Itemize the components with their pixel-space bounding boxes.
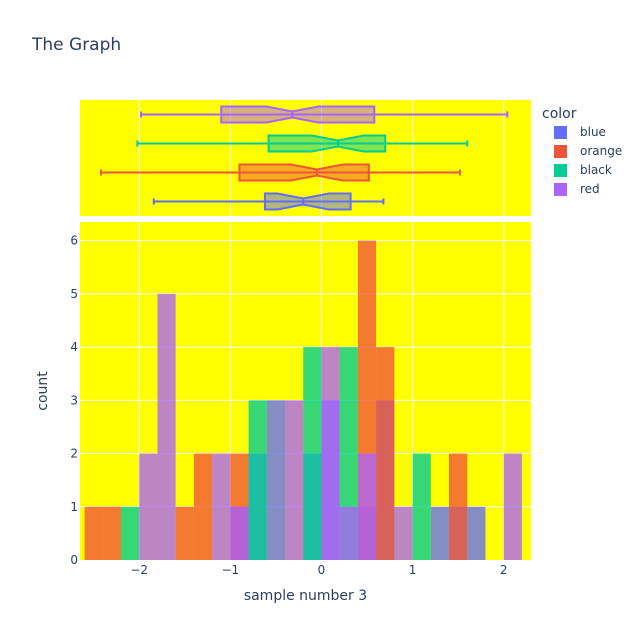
legend-item-orange[interactable]: orange (554, 144, 622, 158)
box-plot-blue[interactable] (152, 192, 385, 211)
legend-title: color (542, 106, 577, 122)
y-tick-label: 6 (70, 234, 78, 248)
x-tick-label: 0 (318, 563, 326, 577)
histogram-bar[interactable] (193, 453, 213, 560)
legend-swatch (554, 164, 567, 177)
legend-swatch (554, 183, 567, 196)
x-tick-label: −1 (221, 563, 239, 577)
histogram-bar[interactable] (212, 453, 231, 560)
bar-series-red (139, 293, 522, 560)
legend-label: black (580, 163, 612, 177)
histogram-bar[interactable] (248, 400, 267, 560)
histogram-bar[interactable] (102, 506, 121, 560)
y-tick-label: 3 (70, 393, 78, 407)
legend-item-black[interactable]: black (554, 163, 612, 177)
legend-item-red[interactable]: red (554, 182, 600, 196)
histogram-bar[interactable] (376, 347, 395, 560)
y-axis-title: count (35, 371, 51, 411)
histogram-bar[interactable] (175, 506, 194, 560)
histogram-bar[interactable] (157, 293, 176, 560)
histogram-bar[interactable] (430, 506, 449, 560)
legend-items[interactable]: blue orange black red (554, 125, 622, 196)
histogram-bar[interactable] (357, 453, 377, 560)
x-tick-label: 1 (409, 563, 417, 577)
legend-label: red (580, 182, 600, 196)
y-axis-ticks: 0 1 2 3 4 5 6 (70, 234, 78, 567)
x-axis-ticks: −2 −1 0 1 2 (130, 563, 507, 577)
bar-series-black (121, 347, 431, 560)
legend[interactable]: color blue orange black red (542, 106, 622, 196)
histogram-bar[interactable] (285, 400, 304, 560)
histogram-bar[interactable] (121, 506, 140, 560)
box-plot-orange[interactable] (99, 163, 461, 182)
histogram-bar[interactable] (503, 453, 522, 560)
box-body (220, 105, 376, 124)
y-tick-label: 2 (70, 447, 78, 461)
box-body (263, 192, 352, 211)
legend-label: orange (580, 144, 622, 158)
y-tick-label: 1 (70, 500, 78, 514)
box-plot-black[interactable] (136, 134, 469, 153)
x-tick-label: −2 (130, 563, 148, 577)
y-tick-label: 5 (70, 287, 78, 301)
x-axis-title: sample number 3 (244, 588, 367, 604)
box-body (238, 163, 370, 182)
histogram-bar[interactable] (467, 506, 486, 560)
histogram-bar[interactable] (139, 453, 158, 560)
histogram-bar[interactable] (230, 506, 249, 560)
bar-series-orange (84, 240, 468, 560)
legend-swatch (554, 126, 567, 139)
histogram-bar[interactable] (84, 506, 103, 560)
histogram-bar[interactable] (449, 453, 468, 560)
y-tick-label: 0 (70, 553, 78, 567)
histogram-bar[interactable] (339, 506, 358, 560)
chart-title: The Graph (31, 35, 121, 55)
histogram-bar[interactable] (412, 453, 431, 560)
histogram-bar[interactable] (321, 347, 340, 560)
y-tick-label: 4 (70, 340, 78, 354)
histogram-bar[interactable] (303, 347, 322, 560)
box-plots (99, 105, 509, 211)
box-body (267, 134, 387, 153)
legend-item-blue[interactable]: blue (554, 125, 606, 139)
histogram-bar[interactable] (266, 400, 285, 560)
x-tick-label: 2 (500, 563, 508, 577)
legend-label: blue (580, 125, 606, 139)
box-plot-red[interactable] (140, 105, 509, 124)
histogram-bar[interactable] (394, 506, 413, 560)
histogram-bars (84, 240, 522, 560)
legend-swatch (554, 145, 567, 158)
